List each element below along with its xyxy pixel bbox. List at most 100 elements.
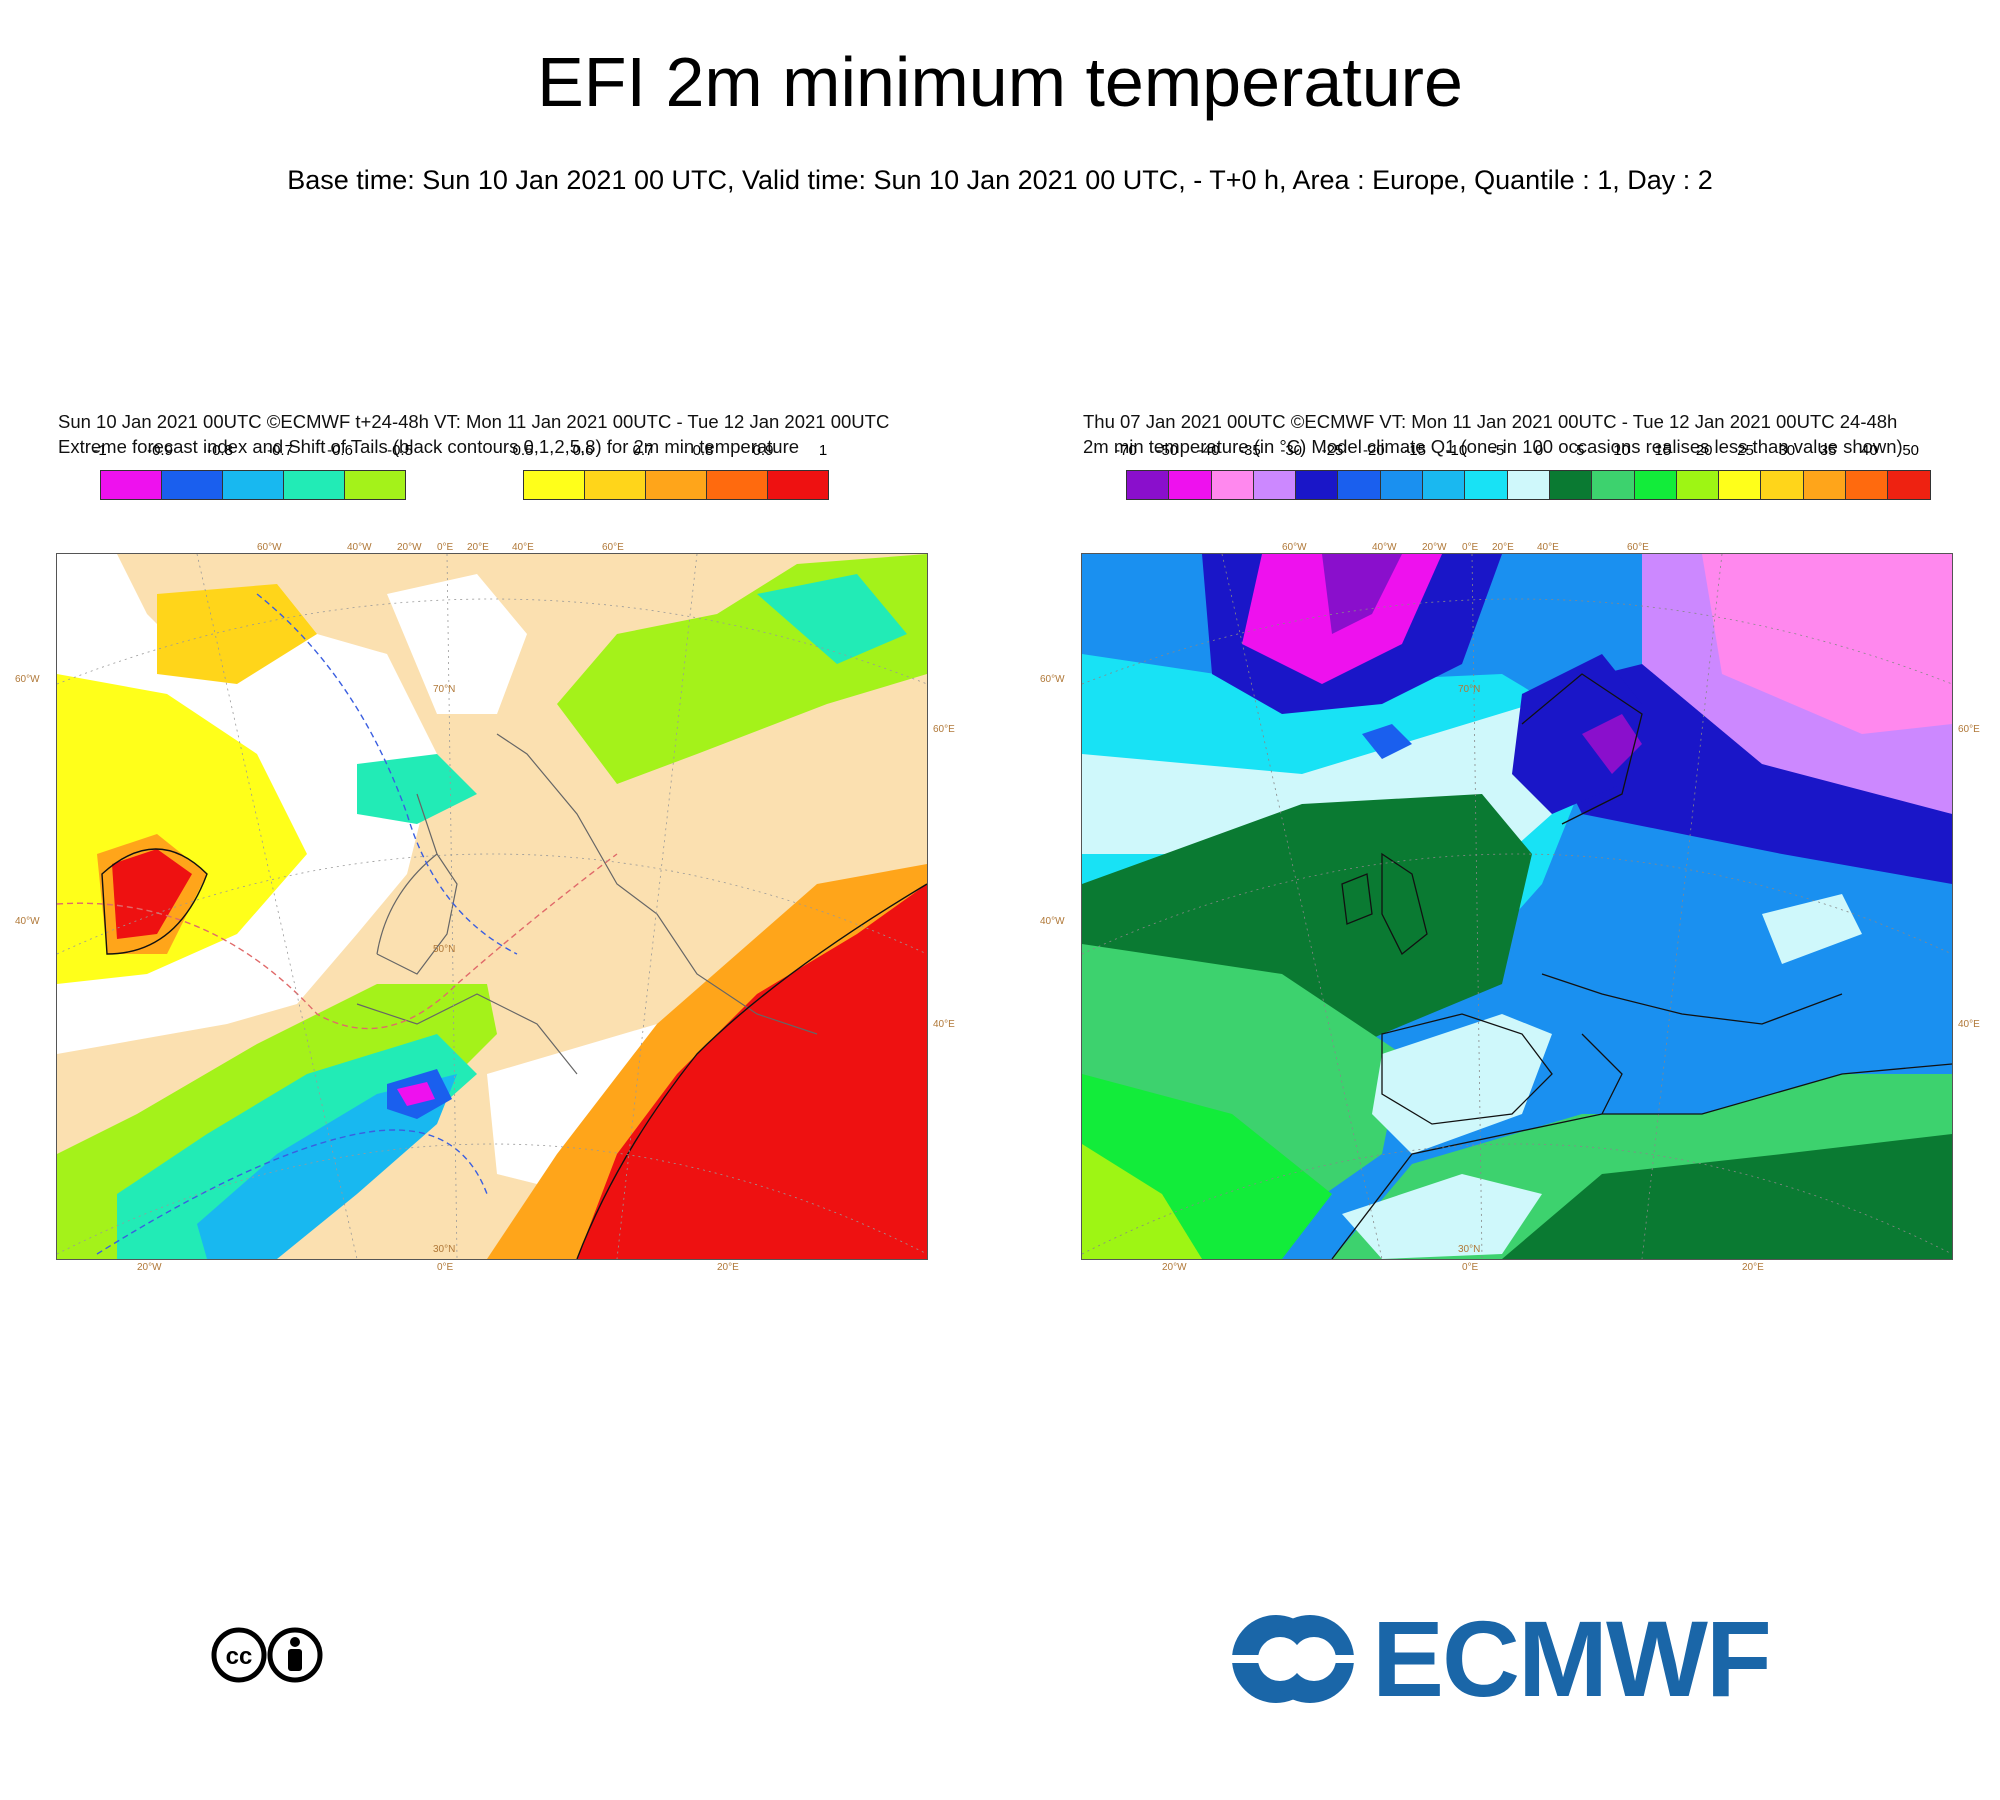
colorbar-swatch (1719, 470, 1762, 500)
colorbar-swatch (1423, 470, 1466, 500)
page-title: EFI 2m minimum temperature (537, 43, 1463, 121)
colorbar-swatch (707, 470, 768, 500)
lon-label: 20°W (397, 542, 422, 553)
svg-text:cc: cc (226, 1643, 253, 1670)
lon-label: 20°W (1162, 1262, 1187, 1273)
colorbar-label: -15 (1404, 442, 1426, 459)
lon-label: 60°W (1040, 674, 1065, 685)
colorbar-swatch (585, 470, 646, 500)
colorbar-swatch (1338, 470, 1381, 500)
colorbar-label: -35 (1239, 442, 1261, 459)
efi-panel-header: Sun 10 Jan 2021 00UTC ©ECMWF t+24-48h VT… (58, 409, 889, 459)
colorbar-label: -50 (1156, 442, 1179, 459)
efi-panel: Sun 10 Jan 2021 00UTC ©ECMWF t+24-48h VT… (15, 405, 990, 1285)
colorbar-label: -40 (1197, 442, 1220, 459)
colorbar-swatch (1761, 470, 1804, 500)
colorbar-swatch (1126, 470, 1170, 500)
mclimate-header-line1: Thu 07 Jan 2021 00UTC ©ECMWF VT: Mon 11 … (1083, 411, 1898, 432)
lon-label: 60°E (602, 542, 624, 553)
colorbar-swatch (1211, 470, 1254, 500)
lon-label: 60°E (1627, 542, 1649, 553)
colorbar-label: -0.9 (147, 442, 173, 459)
lon-label: 40°W (15, 916, 40, 927)
colorbar-swatch (345, 470, 406, 500)
lon-label: 0°E (437, 542, 454, 553)
colorbar-label: 30 (1778, 442, 1796, 459)
colorbar-label: -0.8 (207, 442, 233, 459)
colorbar-swatch (1169, 470, 1212, 500)
colorbar-label: -70 (1115, 442, 1137, 459)
lon-label: 20°W (137, 1262, 162, 1273)
lat-label: 30°N (1458, 1244, 1481, 1255)
colorbar-label: 20 (1695, 442, 1713, 459)
colorbar-swatch (1253, 470, 1297, 500)
lon-label: 40°E (512, 542, 534, 553)
colorbar-label: 15 (1654, 442, 1672, 459)
ecmwf-logo: ECMWF (1228, 1598, 1772, 1719)
colorbar-swatch (1888, 470, 1931, 500)
mclimate-map: 60°W 40°W 20°W 0°E 20°E 40°E 60°E 20°W 0… (1040, 542, 1980, 1273)
lat-label: 70°N (433, 684, 456, 695)
colorbar-swatch (523, 470, 585, 500)
colorbar-label: 50 (1902, 442, 1920, 459)
colorbar-label: -0.7 (267, 442, 293, 459)
colorbar-label: 10 (1613, 442, 1630, 459)
lon-label: 60°E (1958, 724, 1980, 735)
colorbar-label: -20 (1362, 442, 1385, 459)
cc-by-license-icon: cc (211, 1627, 323, 1688)
colorbar-label: -5 (1491, 442, 1505, 459)
lon-label: 60°E (933, 724, 955, 735)
lon-label: 60°W (1282, 542, 1307, 553)
colorbar-swatch (1676, 470, 1720, 500)
ecmwf-emblem-icon (1228, 1615, 1358, 1703)
mclimate-header-line2: 2m min temperature (in °C) Model climate… (1083, 436, 1903, 457)
lon-label: 20°E (1742, 1262, 1764, 1273)
mclimate-panel: Thu 07 Jan 2021 00UTC ©ECMWF VT: Mon 11 … (1040, 405, 2000, 1285)
colorbar-swatch (646, 470, 707, 500)
colorbar-swatch (162, 470, 223, 500)
ecmwf-wordmark: ECMWF (1372, 1598, 1772, 1719)
colorbar-swatch (1380, 470, 1424, 500)
lon-label: 40°W (1040, 916, 1065, 927)
lon-label: 0°E (437, 1262, 454, 1273)
efi-header-line1: Sun 10 Jan 2021 00UTC ©ECMWF t+24-48h VT… (58, 411, 890, 432)
temperature-colorbar: -70 -50 -40 -35 -30 -25 -20 -15 -10 -5 0 5 10 15 20 25 3… (1115, 442, 1931, 500)
lon-label: 20°E (467, 542, 489, 553)
colorbar-label: 0.7 (632, 442, 654, 459)
colorbar-label: 0.9 (752, 442, 774, 459)
lon-label: 20°W (1422, 542, 1447, 553)
colorbar-label: -0.6 (327, 442, 353, 459)
colorbar-label: 35 (1819, 442, 1837, 459)
colorbar-swatch (284, 470, 345, 500)
page-subtitle: Base time: Sun 10 Jan 2021 00 UTC, Valid… (287, 165, 1713, 195)
colorbar-swatch (100, 470, 162, 500)
efi-header-line2: Extreme forecast index and Shift of Tail… (58, 436, 800, 457)
efi-map: 60°W 40°W 20°W 0°E 20°E 40°E 60°E 20°W 0… (15, 542, 955, 1273)
lon-label: 0°E (1462, 542, 1479, 553)
colorbar-label: 5 (1576, 442, 1585, 459)
colorbar-label: -30 (1280, 442, 1303, 459)
mclimate-panel-header: Thu 07 Jan 2021 00UTC ©ECMWF VT: Mon 11 … (1083, 409, 1903, 459)
lon-label: 40°E (1958, 1019, 1980, 1030)
colorbar-label: -0.5 (387, 442, 413, 459)
colorbar-label: -25 (1321, 442, 1344, 459)
lon-label: 40°W (1372, 542, 1397, 553)
colorbar-label: 0 (1534, 442, 1544, 459)
colorbar-swatch (1634, 470, 1677, 500)
efi-colorbar-warm: 0.5 0.6 0.7 0.8 0.9 1 (513, 442, 829, 500)
colorbar-swatch (1592, 470, 1635, 500)
lon-label: 20°E (1492, 542, 1514, 553)
efi-colorbar-cold: -1 -0.9 -0.8 -0.7 -0.6 -0.5 (93, 442, 413, 500)
colorbar-swatch (1465, 470, 1508, 500)
colorbar-label: 0.5 (512, 442, 534, 459)
colorbar-label: 0.8 (692, 442, 714, 459)
lon-label: 0°E (1462, 1262, 1479, 1273)
colorbar-swatch (1803, 470, 1847, 500)
colorbar-swatch (1549, 470, 1593, 500)
colorbar-swatch (1846, 470, 1889, 500)
colorbar-label: 0.6 (572, 442, 594, 459)
colorbar-label: 1 (818, 442, 828, 459)
colorbar-label: 40 (1861, 442, 1878, 459)
colorbar-swatch (223, 470, 284, 500)
colorbar-label: 25 (1737, 442, 1754, 459)
